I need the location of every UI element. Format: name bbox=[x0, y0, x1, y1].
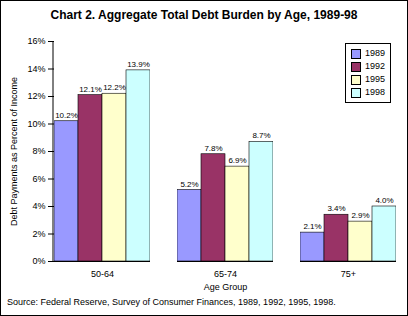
html-text:1992: 1992 bbox=[365, 61, 385, 71]
svg-text:50-64: 50-64 bbox=[91, 269, 114, 279]
svg-text:4.0%: 4.0% bbox=[375, 196, 393, 205]
svg-text:6.9%: 6.9% bbox=[228, 156, 246, 165]
svg-text:0%: 0% bbox=[32, 256, 45, 266]
svg-text:10.2%: 10.2% bbox=[55, 111, 78, 120]
html-text:1998: 1998 bbox=[365, 87, 385, 97]
svg-text:Age Group: Age Group bbox=[204, 282, 248, 292]
svg-text:65-74: 65-74 bbox=[214, 269, 237, 279]
svg-text:5.2%: 5.2% bbox=[180, 180, 198, 189]
svg-text:Debt Payments as Percent of In: Debt Payments as Percent of Income bbox=[9, 77, 19, 226]
html-text:1989: 1989 bbox=[365, 48, 385, 58]
svg-text:2%: 2% bbox=[32, 229, 45, 239]
svg-text:16%: 16% bbox=[27, 36, 45, 46]
svg-text:3.4%: 3.4% bbox=[327, 204, 345, 213]
svg-text:13.9%: 13.9% bbox=[127, 60, 150, 69]
html-text:Chart 2. Aggregate Total Debt: Chart 2. Aggregate Total Debt Burden by … bbox=[50, 8, 358, 22]
html-text:1995: 1995 bbox=[365, 74, 385, 84]
svg-text:75+: 75+ bbox=[341, 269, 356, 279]
svg-text:8%: 8% bbox=[32, 146, 45, 156]
svg-text:4%: 4% bbox=[32, 201, 45, 211]
svg-text:14%: 14% bbox=[27, 64, 45, 74]
svg-text:12.2%: 12.2% bbox=[103, 83, 126, 92]
svg-text:6%: 6% bbox=[32, 174, 45, 184]
svg-text:10%: 10% bbox=[27, 119, 45, 129]
svg-text:12%: 12% bbox=[27, 91, 45, 101]
svg-text:2.1%: 2.1% bbox=[303, 222, 321, 231]
svg-text:2.9%: 2.9% bbox=[351, 211, 369, 220]
svg-text:8.7%: 8.7% bbox=[252, 131, 270, 140]
svg-text:12.1%: 12.1% bbox=[79, 85, 102, 94]
html-text:Source: Federal Reserve, Surve: Source: Federal Reserve, Survey of Consu… bbox=[7, 297, 336, 307]
svg-text:7.8%: 7.8% bbox=[204, 144, 222, 153]
